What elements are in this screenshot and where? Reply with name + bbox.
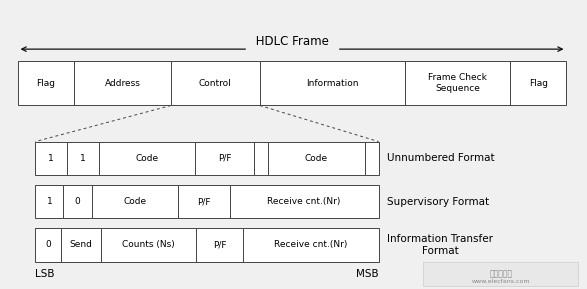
Text: Receive cnt.(Nr): Receive cnt.(Nr) — [274, 240, 348, 249]
Text: 1: 1 — [48, 154, 54, 163]
Bar — [259, 61, 405, 105]
Bar — [92, 185, 178, 218]
Text: Code: Code — [136, 154, 158, 163]
Text: Control: Control — [199, 79, 232, 88]
Text: HDLC Frame: HDLC Frame — [252, 35, 332, 48]
Bar — [35, 142, 67, 175]
Text: 电子发烧友: 电子发烧友 — [489, 269, 512, 279]
Bar — [423, 262, 578, 286]
Text: Information: Information — [306, 79, 359, 88]
Bar — [18, 61, 74, 105]
Bar — [405, 61, 510, 105]
Text: MSB: MSB — [356, 269, 379, 279]
Bar — [195, 142, 254, 175]
Text: Receive cnt.(Nr): Receive cnt.(Nr) — [268, 197, 341, 206]
Text: Counts (Ns): Counts (Ns) — [122, 240, 175, 249]
Text: P/F: P/F — [213, 240, 227, 249]
Text: P/F: P/F — [218, 154, 231, 163]
Bar — [365, 142, 379, 175]
Text: Code: Code — [123, 197, 146, 206]
Text: P/F: P/F — [197, 197, 211, 206]
Bar — [171, 61, 259, 105]
Text: Supervisory Format: Supervisory Format — [387, 197, 490, 207]
Bar — [101, 228, 196, 262]
Bar — [230, 185, 379, 218]
Bar — [196, 228, 243, 262]
Text: 1: 1 — [80, 154, 86, 163]
Bar — [510, 61, 566, 105]
Text: Frame Check
Sequence: Frame Check Sequence — [428, 73, 487, 93]
Bar — [178, 185, 230, 218]
Bar — [254, 142, 268, 175]
Text: LSB: LSB — [35, 269, 55, 279]
Text: Information Transfer
Format: Information Transfer Format — [387, 234, 494, 256]
Bar — [35, 228, 61, 262]
Text: 0: 0 — [45, 240, 51, 249]
Text: Flag: Flag — [529, 79, 548, 88]
Text: 1: 1 — [46, 197, 52, 206]
Text: Unnumbered Format: Unnumbered Format — [387, 153, 495, 163]
Text: Address: Address — [104, 79, 140, 88]
Bar — [74, 61, 171, 105]
Bar — [63, 185, 92, 218]
Bar — [99, 142, 195, 175]
Text: Send: Send — [69, 240, 92, 249]
Text: 0: 0 — [75, 197, 80, 206]
Text: Code: Code — [305, 154, 328, 163]
Text: www.elecfans.com: www.elecfans.com — [471, 279, 530, 284]
Bar — [67, 142, 99, 175]
Bar — [268, 142, 365, 175]
Bar — [61, 228, 101, 262]
Bar — [243, 228, 379, 262]
Bar — [35, 185, 63, 218]
Text: Flag: Flag — [36, 79, 55, 88]
